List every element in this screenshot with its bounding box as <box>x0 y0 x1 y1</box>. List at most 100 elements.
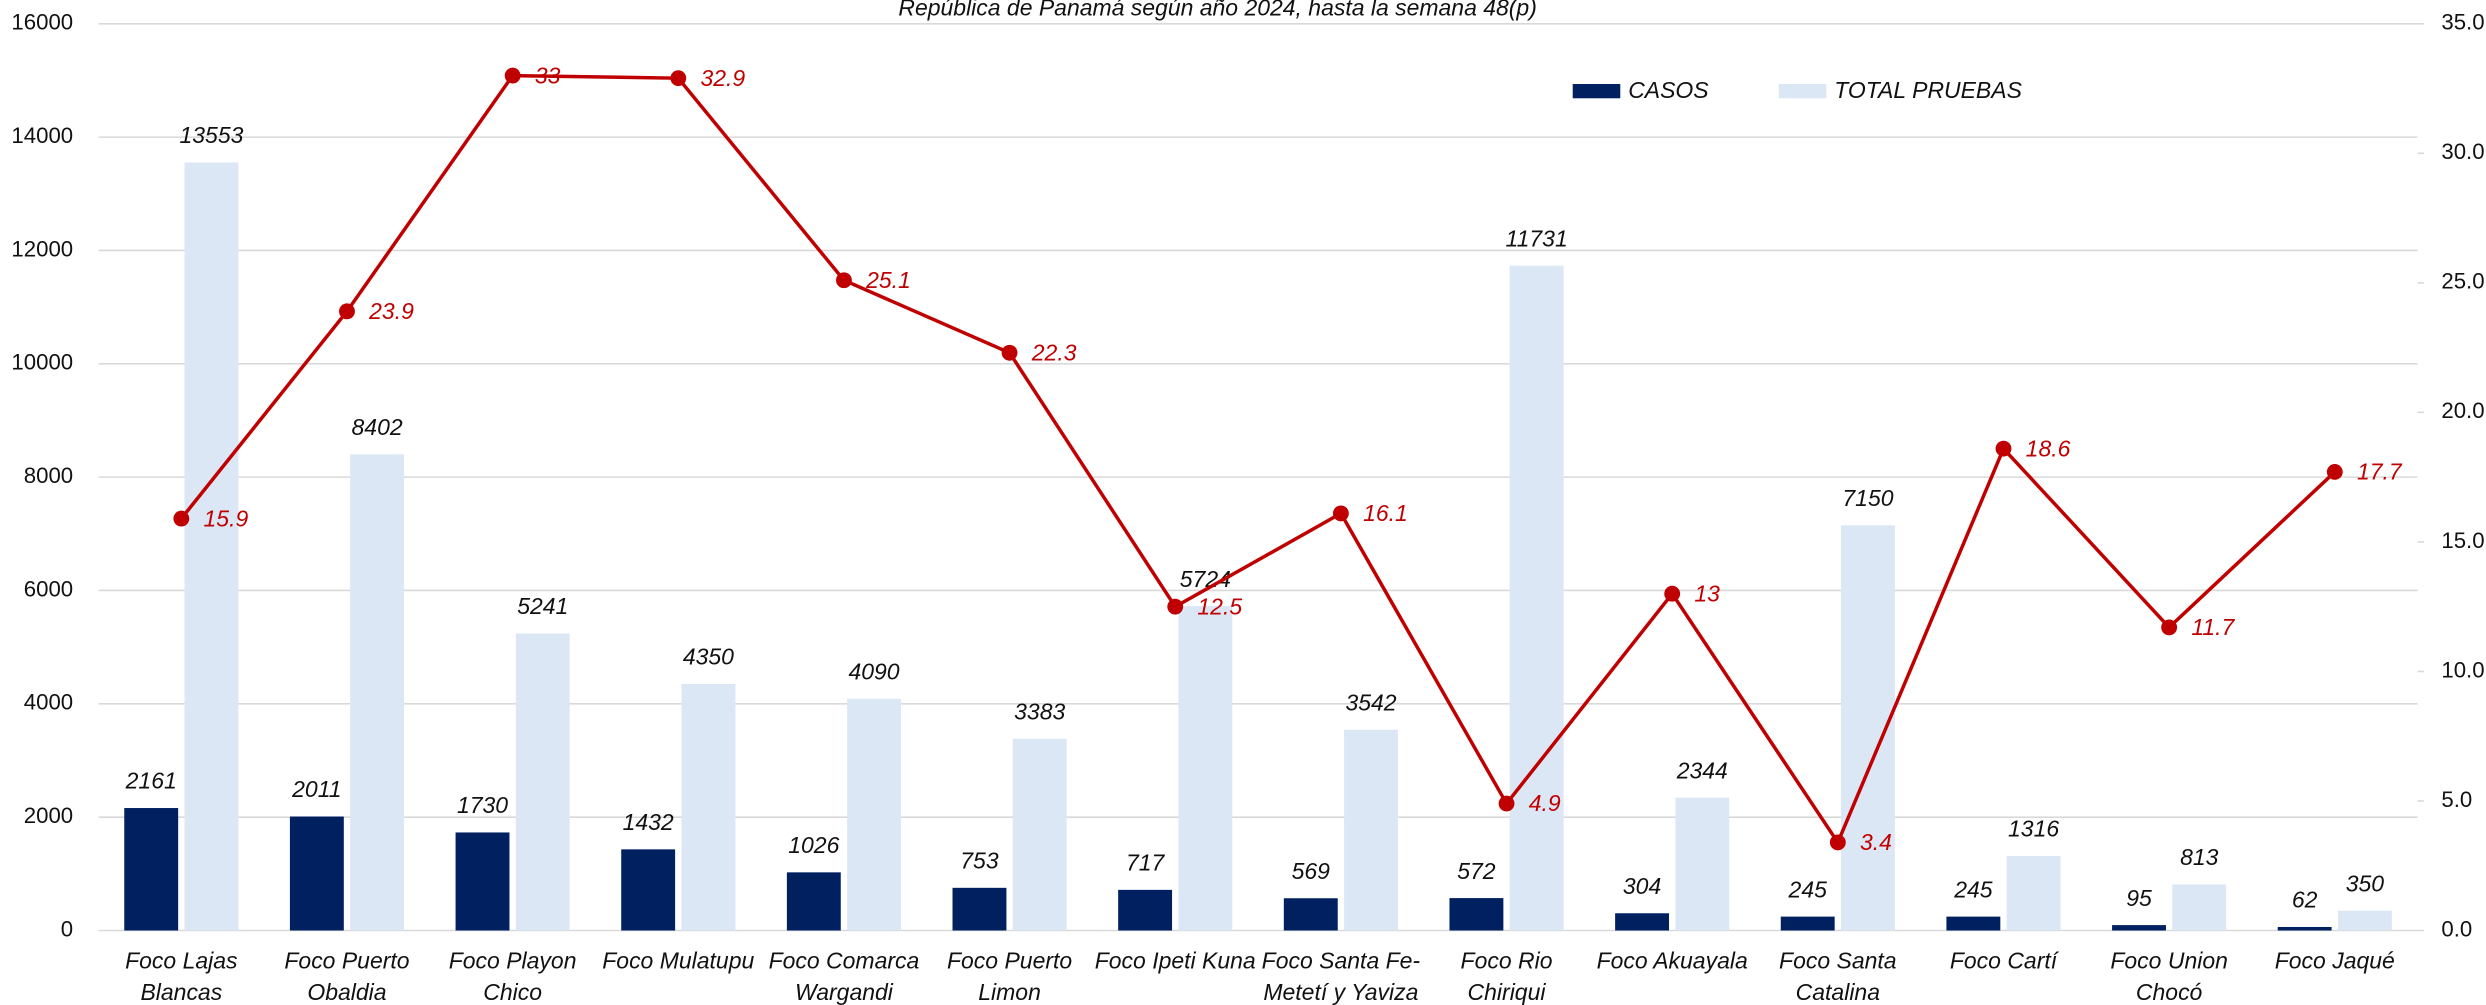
line-data-label: 17.7 <box>2357 459 2403 485</box>
bar <box>2277 926 2332 931</box>
x-tick-label-box: Foco Santa Catalina <box>1779 949 1897 1005</box>
data-label: 753 <box>960 848 999 874</box>
line-data-label: 12.5 <box>1197 593 1242 619</box>
x-tick-label-box: Foco Playon Chico <box>448 949 577 1005</box>
y-tick-label: 8000 <box>24 463 73 488</box>
bar <box>2112 925 2166 931</box>
x-tick-label: Foco Comarca Wargandi <box>768 949 920 1005</box>
bar <box>2006 855 2061 931</box>
bar <box>1675 797 1730 931</box>
x-tick-label: Foco Puerto Obaldia <box>284 949 410 1005</box>
line-data-label: 32.9 <box>700 65 745 91</box>
line-point <box>1167 598 1184 615</box>
bar <box>515 633 570 931</box>
data-label: 62 <box>2292 887 2318 913</box>
bar <box>1178 606 1233 931</box>
bar <box>786 872 841 931</box>
data-label: 2011 <box>291 776 341 802</box>
line-point <box>1829 834 1846 851</box>
data-label: 304 <box>1623 873 1661 899</box>
legend-label: TOTAL PRUEBAS <box>1834 77 2022 103</box>
bar <box>1012 738 1067 931</box>
legend-label: CASOS <box>1628 77 1709 103</box>
x-tick-label: Foco Mulatupu <box>602 949 755 975</box>
line-point <box>1332 505 1349 522</box>
data-label: 95 <box>2126 885 2152 911</box>
line-point <box>670 70 687 87</box>
bar <box>1283 898 1338 931</box>
x-tick-label-box: Foco Lajas Blancas <box>125 949 238 1005</box>
data-label: 572 <box>1457 858 1496 884</box>
data-label: 2161 <box>125 768 177 794</box>
y2-tick-label: 5.0 <box>2441 787 2472 812</box>
x-tick-label: Foco Ipeti Kuna <box>1094 949 1256 975</box>
line-data-label: 23.9 <box>368 298 414 324</box>
y-tick-label: 2000 <box>24 803 73 828</box>
x-tick-label-box: Foco Akuayala <box>1596 949 1748 975</box>
y-tick-label: 14000 <box>11 123 73 148</box>
data-label: 717 <box>1126 850 1166 876</box>
line-data-label: 16.1 <box>1363 500 1408 526</box>
data-label: 13553 <box>180 122 244 148</box>
bar <box>2172 884 2227 931</box>
x-tick-label-box: Foco Ipeti Kuna <box>1094 949 1256 975</box>
data-label: 2344 <box>1676 757 1728 783</box>
y2-tick-label: 15.0 <box>2441 528 2484 553</box>
bar <box>1344 729 1398 931</box>
line-data-label: 4.9 <box>1529 790 1561 816</box>
line-data-label: 25.1 <box>865 267 911 293</box>
y2-tick-label: 35.0 <box>2441 10 2484 35</box>
y2-tick-label: 20.0 <box>2441 398 2484 423</box>
data-label: 245 <box>1788 876 1828 902</box>
bar <box>124 808 179 931</box>
y-tick-label: 10000 <box>11 350 73 375</box>
data-label: 8402 <box>352 414 403 440</box>
data-label: 350 <box>2346 870 2385 896</box>
line-point <box>2161 619 2178 636</box>
x-tick-label-box: Foco Mulatupu <box>602 949 755 975</box>
bar <box>1946 916 2001 931</box>
line <box>179 73 2336 847</box>
bar <box>1509 265 1564 931</box>
bar <box>455 832 510 931</box>
line-point <box>504 67 521 84</box>
data-label: 4090 <box>848 658 899 684</box>
data-label: 7150 <box>1842 485 1893 511</box>
legend-swatch <box>1778 84 1827 99</box>
x-tick-label: Foco Playon Chico <box>448 949 577 1005</box>
line-point <box>1498 795 1515 812</box>
x-tick-label-box: Foco Cartí <box>1950 950 2057 975</box>
y2-tick-label: 0.0 <box>2441 916 2472 941</box>
data-label: 5241 <box>517 593 568 619</box>
bar <box>184 162 239 931</box>
x-tick-label: Foco Rio Chiriqui <box>1460 949 1553 1005</box>
x-tick-label: Foco Akuayala <box>1596 949 1748 975</box>
line-point <box>339 303 355 320</box>
x-tick-label-box: Foco Union Chocó <box>2110 950 2228 1005</box>
x-tick-label: Foco Santa Catalina <box>1779 949 1897 1005</box>
bar <box>847 698 901 931</box>
y-tick-label: 16000 <box>11 10 73 35</box>
data-label: 1316 <box>2008 816 2059 842</box>
chart-title: República de Panamá según año 2024, hast… <box>898 0 1536 21</box>
data-label: 1026 <box>788 832 839 858</box>
line-point <box>173 510 190 527</box>
data-label: 1432 <box>623 809 674 835</box>
data-label: 245 <box>1953 876 1993 902</box>
bar <box>1615 913 1670 931</box>
data-label: 11731 <box>1506 225 1568 251</box>
data-label: 3383 <box>1014 698 1065 724</box>
line-data-label: 3.4 <box>1860 829 1892 855</box>
bar <box>2337 910 2392 931</box>
bar <box>289 816 344 931</box>
line-data-label: 33 <box>535 62 561 88</box>
line-point <box>1995 440 2012 457</box>
x-tick-label: Foco Puerto Limon <box>946 949 1073 1005</box>
bar <box>350 454 405 931</box>
x-tick-label-box: Foco Jaqué <box>2275 950 2395 975</box>
x-tick-label: Foco Lajas Blancas <box>125 949 238 1005</box>
data-label: 1730 <box>457 792 508 818</box>
y2-tick-label: 30.0 <box>2441 139 2484 164</box>
